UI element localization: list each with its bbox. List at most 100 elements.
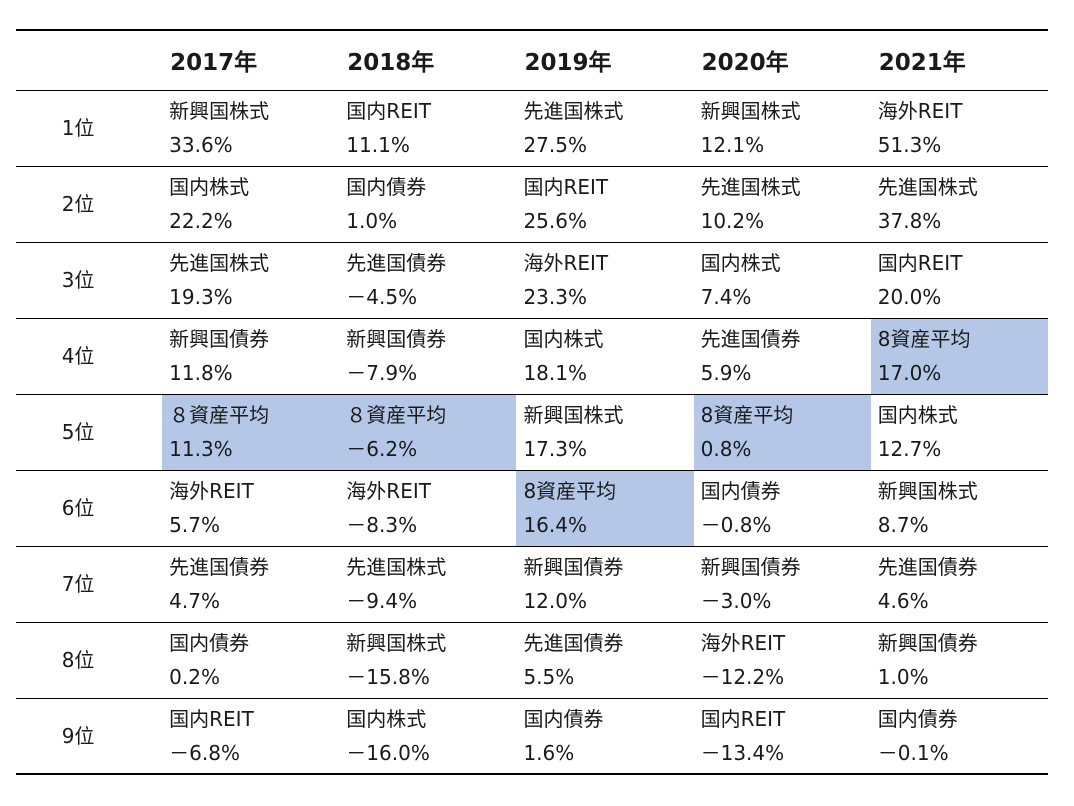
return-value: 33.6% [169, 133, 233, 157]
rank-label: 2位 [16, 166, 163, 243]
table-cell: 先進国株式 －9.4% [339, 546, 517, 623]
table-cell: 国内株式 12.7% [870, 394, 1048, 471]
table-row: 2位 国内株式 22.2% 国内債券 1.0% 国内REIT 25.6% 先進国株式 1… [16, 166, 1048, 243]
return-value: 1.0% [877, 665, 929, 689]
return-value: 4.6% [877, 589, 929, 613]
return-value: 7.4% [700, 285, 752, 309]
table-cell: 国内REIT 11.1% [339, 90, 517, 167]
rank-label: 3位 [16, 242, 163, 319]
table-cell: 8資産平均 16.4% [516, 470, 694, 547]
asset-name: 海外REIT [700, 631, 786, 655]
return-value: 11.8% [169, 361, 233, 385]
table-row: 1位 新興国株式 33.6% 国内REIT 11.1% 先進国株式 27.5% 新興国… [16, 90, 1048, 167]
table-row: 8位 国内債券 0.2% 新興国株式 －15.8% 先進国債券 5.5% 海外REIT… [16, 622, 1048, 699]
asset-name: 国内債券 [877, 706, 958, 731]
return-value: －15.8% [346, 665, 430, 689]
return-value: 5.9% [700, 361, 752, 385]
return-value: 1.6% [523, 740, 575, 765]
asset-name: 新興国債券 [877, 631, 978, 655]
asset-name: 新興国株式 [346, 631, 447, 655]
table-cell: 国内REIT 25.6% [516, 166, 694, 243]
table-cell: 国内債券 1.0% [339, 166, 517, 243]
table-row: 4位 新興国債券 11.8% 新興国債券 －7.9% 国内株式 18.1% 先進国債券… [16, 318, 1048, 395]
table-header: 2017年 2018年 2019年 2020年 2021年 [16, 29, 1048, 91]
header-year: 2017年 [162, 29, 340, 91]
return-value: 0.2% [169, 665, 220, 689]
asset-name: 海外REIT [346, 479, 431, 503]
asset-name: 新興国株式 [700, 99, 801, 123]
table-cell: 海外REIT 23.3% [516, 242, 694, 319]
return-value: 25.6% [523, 209, 587, 233]
return-value: －6.8% [169, 740, 240, 765]
return-value: 12.7% [877, 437, 942, 461]
table-body: 1位 新興国株式 33.6% 国内REIT 11.1% 先進国株式 27.5% 新興国… [16, 90, 1048, 775]
return-value: 37.8% [877, 209, 942, 233]
asset-name: 国内株式 [346, 706, 427, 731]
return-value: －7.9% [346, 361, 418, 385]
asset-name: 国内REIT [877, 251, 963, 275]
table-cell: 新興国株式 －15.8% [339, 622, 517, 699]
asset-name: 国内株式 [877, 403, 958, 427]
table-cell: 8資産平均 0.8% [693, 394, 871, 471]
table-cell: ８資産平均 －6.2% [339, 394, 517, 471]
asset-name: 国内債券 [700, 479, 781, 503]
asset-name: 国内債券 [346, 175, 427, 199]
asset-name: 国内債券 [523, 706, 604, 731]
table-cell: 国内株式 －16.0% [339, 698, 517, 775]
table-cell: 海外REIT －12.2% [693, 622, 871, 699]
table-cell: 国内債券 1.6% [516, 698, 694, 775]
asset-name: 新興国株式 [523, 403, 624, 427]
rank-label: 6位 [16, 470, 163, 547]
table-cell: 新興国株式 12.1% [693, 90, 871, 167]
table-cell: 海外REIT 5.7% [162, 470, 340, 547]
table-cell: 国内債券 －0.1% [870, 698, 1048, 775]
return-value: －12.2% [700, 665, 785, 689]
asset-name: 新興国債券 [700, 555, 801, 579]
asset-name: 新興国債券 [169, 327, 270, 351]
asset-name: 8資産平均 [523, 479, 617, 503]
asset-name: 8資産平均 [877, 327, 971, 351]
asset-name: 新興国株式 [169, 99, 270, 123]
asset-name: 国内REIT [169, 706, 254, 731]
return-value: 51.3% [877, 133, 942, 157]
table-cell: 新興国株式 8.7% [870, 470, 1048, 547]
asset-name: 先進国株式 [700, 175, 801, 199]
return-value: 12.1% [700, 133, 765, 157]
table-row: 9位 国内REIT －6.8% 国内株式 －16.0% 国内債券 1.6% 国内REI… [16, 698, 1048, 775]
asset-name: 先進国債券 [346, 251, 447, 275]
asset-name: 先進国債券 [877, 555, 978, 579]
return-value: 16.4% [523, 513, 587, 537]
return-value: 12.0% [523, 589, 587, 613]
return-value: －16.0% [346, 740, 430, 765]
rank-label: 8位 [16, 622, 163, 699]
rank-label: 7位 [16, 546, 163, 623]
return-value: －3.0% [700, 589, 772, 613]
return-value: －6.2% [346, 437, 418, 461]
return-value: 17.0% [877, 361, 942, 385]
table-cell: 国内REIT －13.4% [693, 698, 871, 775]
return-value: 23.3% [523, 285, 587, 309]
table-cell: 新興国債券 －7.9% [339, 318, 517, 395]
header-year: 2019年 [516, 29, 694, 91]
return-value: 17.3% [523, 437, 587, 461]
header-year: 2018年 [339, 29, 517, 91]
table-cell: 先進国債券 4.7% [162, 546, 340, 623]
table-cell: 新興国株式 33.6% [162, 90, 340, 167]
table-cell: 新興国株式 17.3% [516, 394, 694, 471]
asset-name: 先進国株式 [169, 251, 270, 275]
asset-name: 海外REIT [169, 479, 254, 503]
table-cell: 国内REIT 20.0% [870, 242, 1048, 319]
return-value: 5.5% [523, 665, 575, 689]
header-row: 2017年 2018年 2019年 2020年 2021年 [16, 29, 1048, 91]
return-value: 1.0% [346, 209, 398, 233]
table-cell: 国内株式 22.2% [162, 166, 340, 243]
return-value: 19.3% [169, 285, 233, 309]
return-value: 20.0% [877, 285, 942, 309]
table-cell: 新興国債券 12.0% [516, 546, 694, 623]
return-value: 11.1% [346, 133, 410, 157]
table-row: 3位 先進国株式 19.3% 先進国債券 －4.5% 海外REIT 23.3% 国内株… [16, 242, 1048, 319]
asset-name: 国内債券 [169, 631, 250, 655]
rank-label: 4位 [16, 318, 163, 395]
asset-name: 先進国株式 [877, 175, 978, 199]
asset-name: 国内REIT [700, 706, 786, 731]
